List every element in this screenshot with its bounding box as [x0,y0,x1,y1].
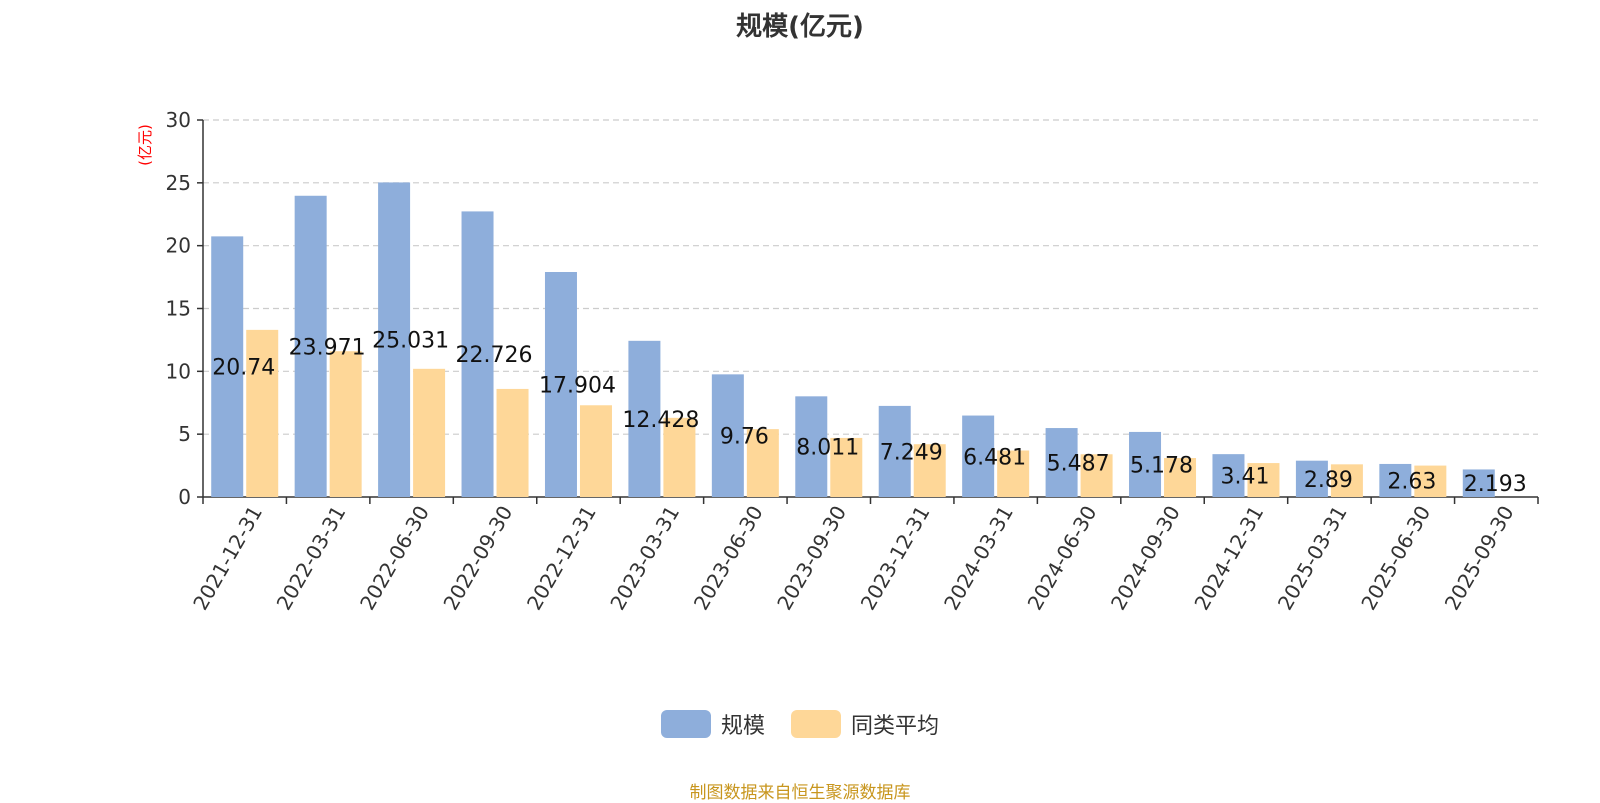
data-label-size: 6.481 [963,445,1026,470]
legend: 规模 同类平均 [0,708,1600,740]
y-tick-label: 20 [166,234,191,258]
bar-size [962,415,995,497]
legend-item-peer-average[interactable]: 同类平均 [791,708,939,740]
data-label-size: 9.76 [720,425,769,450]
x-tick-label: 2022-06-30 [355,502,434,615]
x-tick-label: 2023-09-30 [772,502,851,615]
x-tick-label: 2024-09-30 [1106,502,1185,615]
data-label-size: 5.178 [1130,453,1193,478]
bar-peer-average [413,368,446,497]
bar-peer-average [997,450,1030,497]
y-tick-label: 0 [178,485,191,509]
y-tick-label: 15 [166,297,191,321]
x-tick-label: 2022-12-31 [522,502,601,615]
data-label-size: 2.89 [1304,468,1353,493]
x-tick-label: 2024-12-31 [1189,502,1268,615]
bar-size [1295,460,1328,497]
bar-size [211,236,244,497]
y-axis-title: (亿元) [136,124,154,166]
bar-peer-average [579,405,612,497]
chart-title: 规模(亿元) [736,12,864,42]
legend-item-size[interactable]: 规模 [660,708,765,740]
x-tick-label: 2025-09-30 [1440,502,1519,615]
y-tick-label: 5 [178,422,191,446]
bar-peer-average [830,437,863,497]
y-tick-label: 30 [166,108,191,132]
legend-swatch-size [660,710,711,738]
legend-label-peer-average: 同类平均 [851,714,940,739]
bar-peer-average [329,351,362,497]
data-source-note: 制图数据来自恒生聚源数据库 [689,783,911,803]
bar-size [294,195,327,497]
bar-size [878,405,911,497]
bar-size [1462,469,1495,497]
bar-size [461,211,494,498]
bar-peer-average [746,429,779,497]
data-label-size: 2.193 [1464,472,1527,497]
bar-peer-average [1164,458,1197,497]
x-tick-label: 2022-09-30 [438,502,517,615]
x-tick-label: 2025-03-31 [1273,502,1352,615]
x-tick-label: 2024-06-30 [1023,502,1102,615]
bar-size [1212,454,1245,497]
x-tick-label: 2021-12-31 [188,502,267,615]
data-label-size: 3.41 [1220,465,1269,490]
bar-peer-average [1080,454,1113,497]
bar-size [378,182,411,497]
y-tick-label: 25 [166,171,191,195]
legend-swatch-peer-average [791,710,841,738]
data-label-size: 12.428 [622,408,699,433]
x-tick-label: 2023-03-31 [605,502,684,615]
bar-peer-average [663,417,696,497]
x-tick-label: 2023-06-30 [689,502,768,615]
data-label-size: 7.249 [880,440,943,465]
bar-peer-average [496,388,529,497]
data-label-size: 17.904 [539,374,616,399]
x-tick-label: 2022-03-31 [272,502,351,615]
legend-label-size: 规模 [720,714,765,739]
bar-size [711,374,744,497]
data-label-size: 25.031 [372,329,449,354]
data-label-size: 8.011 [796,436,859,461]
bar-size [1045,428,1078,497]
bar-peer-average [1330,464,1363,497]
bar-peer-average [1414,465,1447,497]
bar-peer-average [246,329,279,497]
bar-size [628,340,661,497]
data-label-size: 5.487 [1047,452,1110,477]
bar-size [1129,431,1162,497]
data-label-size: 22.726 [456,343,533,368]
x-tick-label: 2025-06-30 [1356,502,1435,615]
data-label-size: 23.971 [289,335,366,360]
data-label-size: 20.74 [212,356,275,381]
bar-size [544,272,577,497]
bar-peer-average [1247,463,1280,497]
bar-size [1379,463,1412,497]
y-tick-label: 10 [166,359,191,383]
x-tick-label: 2023-12-31 [856,502,935,615]
bar-peer-average [913,444,946,497]
x-tick-label: 2024-03-31 [939,502,1018,615]
data-label-size: 2.63 [1387,469,1436,494]
bar-size [795,396,828,497]
